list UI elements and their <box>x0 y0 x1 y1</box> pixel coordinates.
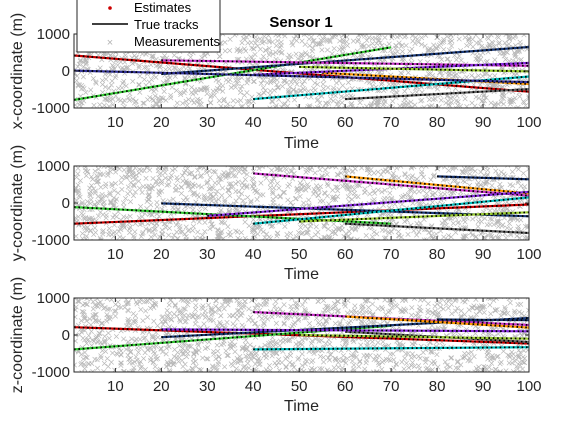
true-track-8 <box>253 62 529 76</box>
panel-y-coordinate: 10 20 30 40 50 60 70 80 90 100 -1000 0 1000 Time y-c… <box>9 145 542 283</box>
tracks <box>74 45 529 101</box>
tracks <box>74 311 529 351</box>
y-tick-label: 1000 <box>37 290 70 307</box>
x-tick-label: 50 <box>291 246 308 263</box>
x-tick-label: 20 <box>153 378 170 395</box>
x-axis-label: Time <box>284 135 319 152</box>
tick-labels: 10 20 30 40 50 60 70 80 90 100 -1000 0 1000 <box>32 26 542 131</box>
chart-title: Sensor 1 <box>269 14 332 31</box>
x-tick-label: 20 <box>153 114 170 131</box>
x-tick-label: 100 <box>516 246 541 263</box>
true-track-4 <box>253 311 529 326</box>
x-tick-label: 80 <box>429 114 446 131</box>
x-tick-label: 20 <box>153 246 170 263</box>
x-axis-label: Time <box>284 266 319 283</box>
x-tick-label: 70 <box>383 114 400 131</box>
x-tick-label: 10 <box>107 114 124 131</box>
true-track-5 <box>253 346 529 351</box>
x-tick-label: 90 <box>475 378 492 395</box>
true-track-1 <box>74 54 529 93</box>
legend-estimates-marker <box>108 6 112 10</box>
x-tick-label: 10 <box>107 378 124 395</box>
y-tick-label: 1000 <box>37 158 70 175</box>
estimate-track-6 <box>345 315 529 329</box>
true-track-9 <box>74 69 529 83</box>
x-tick-label: 30 <box>199 378 216 395</box>
y-tick-label: 1000 <box>37 26 70 43</box>
x-tick-label: 60 <box>337 114 354 131</box>
true-track-10 <box>299 66 529 73</box>
legend-box <box>76 0 221 53</box>
estimate-track-9 <box>161 328 529 333</box>
estimate-track-4 <box>253 172 529 197</box>
x-tick-label: 100 <box>516 378 541 395</box>
estimate-track-7 <box>345 222 529 235</box>
x-tick-label: 90 <box>475 114 492 131</box>
x-tick-label: 10 <box>107 246 124 263</box>
legend-estimates-label: Estimates <box>134 0 192 15</box>
true-track-10 <box>299 211 529 223</box>
tick-labels: 10 20 30 40 50 60 70 80 90 100 -1000 0 1000 <box>32 158 542 263</box>
legend: Estimates True tracks × Measurements <box>76 0 221 53</box>
estimate-track-8 <box>437 318 529 322</box>
legend-measurements-marker: × <box>107 37 113 49</box>
y-axis-label: x-coordinate (m) <box>9 13 26 129</box>
panel-x-coordinate: 10 20 30 40 50 60 70 80 90 100 -1000 0 1000 Time x-c… <box>9 13 542 152</box>
true-track-10 <box>299 334 529 340</box>
x-tick-label: 50 <box>291 114 308 131</box>
x-tick-label: 70 <box>383 378 400 395</box>
estimate-track-6 <box>345 175 529 195</box>
x-tick-label: 50 <box>291 378 308 395</box>
tracks <box>74 172 529 235</box>
y-axis-label: y-coordinate (m) <box>9 145 26 261</box>
y-tick-label: 0 <box>62 195 70 212</box>
y-tick-label: -1000 <box>32 364 70 381</box>
legend-measurements-label: Measurements <box>134 34 220 49</box>
legend-true-tracks-label: True tracks <box>134 17 199 32</box>
panel-z-coordinate: 10 20 30 40 50 60 70 80 90 100 -1000 0 1000 Time z-c… <box>9 277 542 415</box>
y-tick-label: 0 <box>62 327 70 344</box>
x-tick-label: 60 <box>337 378 354 395</box>
x-tick-label: 60 <box>337 246 354 263</box>
x-tick-label: 70 <box>383 246 400 263</box>
true-track-2 <box>74 46 392 101</box>
y-tick-label: -1000 <box>32 100 70 117</box>
y-tick-label: 0 <box>62 63 70 80</box>
true-track-1 <box>74 203 529 225</box>
x-tick-label: 40 <box>245 114 262 131</box>
estimate-track-7 <box>345 88 529 101</box>
y-tick-label: -1000 <box>32 232 70 249</box>
x-tick-label: 80 <box>429 378 446 395</box>
estimate-track-3 <box>161 45 529 76</box>
x-tick-label: 40 <box>245 246 262 263</box>
x-axis-label: Time <box>284 398 319 415</box>
true-track-9 <box>207 191 529 217</box>
x-tick-label: 30 <box>199 246 216 263</box>
x-tick-label: 30 <box>199 114 216 131</box>
x-tick-label: 90 <box>475 246 492 263</box>
tick-labels: 10 20 30 40 50 60 70 80 90 100 -1000 0 1000 <box>32 290 542 395</box>
estimate-track-5 <box>253 196 529 225</box>
y-axis-label: z-coordinate (m) <box>9 277 26 393</box>
true-track-1 <box>74 326 529 345</box>
estimate-track-8 <box>437 175 529 181</box>
x-tick-label: 80 <box>429 246 446 263</box>
x-tick-label: 40 <box>245 378 262 395</box>
x-tick-label: 100 <box>516 114 541 131</box>
